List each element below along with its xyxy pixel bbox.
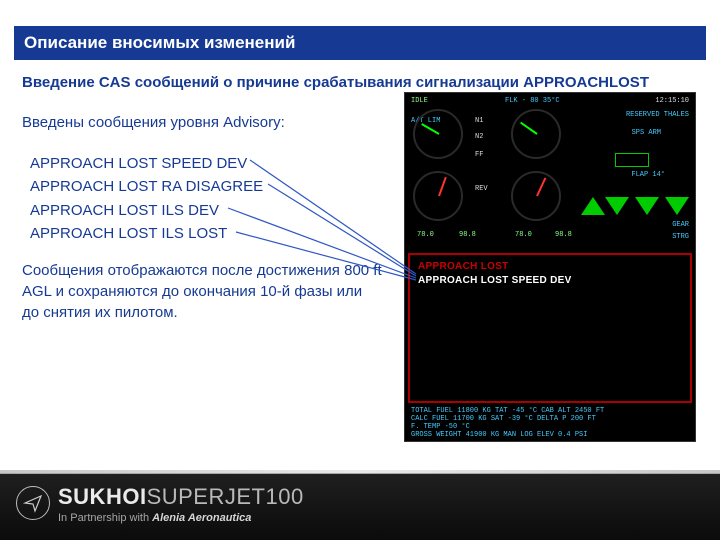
- msg-item: APPROACH LOST ILS LOST: [30, 222, 263, 245]
- label-n2: N2: [475, 133, 483, 141]
- display-top-panel: IDLE FLK - 80 35°C 12:15:10 A/T LIM RESE…: [405, 93, 695, 251]
- bottom-line: TOTAL FUEL 11800 KG TAT -45 °C CAB ALT 2…: [411, 407, 604, 415]
- message-list: APPROACH LOST SPEED DEV APPROACH LOST RA…: [30, 152, 263, 245]
- brand-num: 100: [265, 484, 303, 509]
- brand-bold: SUKHOI: [58, 484, 147, 509]
- val-3: 78.0: [515, 231, 532, 239]
- reserved: RESERVED THALES: [626, 111, 689, 119]
- gauge-icon: [413, 171, 463, 221]
- footer-stripe: [0, 470, 720, 473]
- val-2: 98.8: [459, 231, 476, 239]
- footer: SUKHOISUPERJET100 In Partnership with Al…: [0, 472, 720, 540]
- arrow-up-icon: [581, 197, 605, 215]
- val-1: 78.0: [417, 231, 434, 239]
- arrow-down-icon: [605, 197, 629, 215]
- tagline: In Partnership with Alenia Aeronautica: [58, 512, 251, 524]
- tagline-pre: In Partnership with: [58, 512, 152, 524]
- gauge-icon: [511, 109, 561, 159]
- val-4: 98.8: [555, 231, 572, 239]
- arrow-down-icon: [665, 197, 689, 215]
- cas-message-area: APPROACH LOST APPROACH LOST SPEED DEV: [408, 253, 692, 403]
- slide: Описание вносимых изменений Введение CAS…: [0, 0, 720, 540]
- flap-bar-icon: [615, 153, 649, 167]
- intro-text: Введены сообщения уровня Advisory:: [22, 114, 285, 131]
- strg-label: STRG: [672, 233, 689, 241]
- cas-approach-lost-speed-dev: APPROACH LOST SPEED DEV: [418, 275, 682, 286]
- section-title: Введение CAS сообщений о причине срабаты…: [22, 74, 649, 91]
- title-text: Описание вносимых изменений: [24, 33, 295, 52]
- hdr-center: FLK - 80 35°C: [505, 97, 560, 105]
- display-bottom-panel: TOTAL FUEL 11800 KG TAT -45 °C CAB ALT 2…: [405, 405, 695, 441]
- sps-arm: SPS ARM: [632, 129, 661, 137]
- hdr-left: IDLE: [411, 97, 428, 105]
- title-bar: Описание вносимых изменений: [14, 26, 706, 60]
- gauge-icon: [511, 171, 561, 221]
- bottom-line: CALC FUEL 11700 KG SAT -39 °C DELTA P 20…: [411, 415, 596, 423]
- flap-label: FLAP 14°: [631, 171, 665, 179]
- msg-item: APPROACH LOST SPEED DEV: [30, 152, 263, 175]
- aircraft-display: IDLE FLK - 80 35°C 12:15:10 A/T LIM RESE…: [404, 92, 696, 442]
- brand: SUKHOISUPERJET100: [58, 484, 304, 510]
- bottom-line: F. TEMP -50 °C: [411, 423, 470, 431]
- msg-item: APPROACH LOST ILS DEV: [30, 199, 263, 222]
- note-text: Сообщения отображаются после достижения …: [22, 260, 382, 323]
- gauge-icon: [413, 109, 463, 159]
- tagline-em: Alenia Aeronautica: [152, 512, 251, 524]
- cas-approach-lost: APPROACH LOST: [418, 261, 682, 272]
- brand-light: SUPERJET: [147, 484, 266, 509]
- label-ff: FF: [475, 151, 483, 159]
- hdr-right: 12:15:10: [655, 97, 689, 105]
- gear-label: GEAR: [672, 221, 689, 229]
- arrow-down-icon: [635, 197, 659, 215]
- paper-plane-icon: [16, 486, 50, 520]
- label-n1: N1: [475, 117, 483, 125]
- msg-item: APPROACH LOST RA DISAGREE: [30, 175, 263, 198]
- label-rev: REV: [475, 185, 488, 193]
- bottom-line: GROSS WEIGHT 41900 KG MAN LOG ELEV 0.4 P…: [411, 431, 587, 439]
